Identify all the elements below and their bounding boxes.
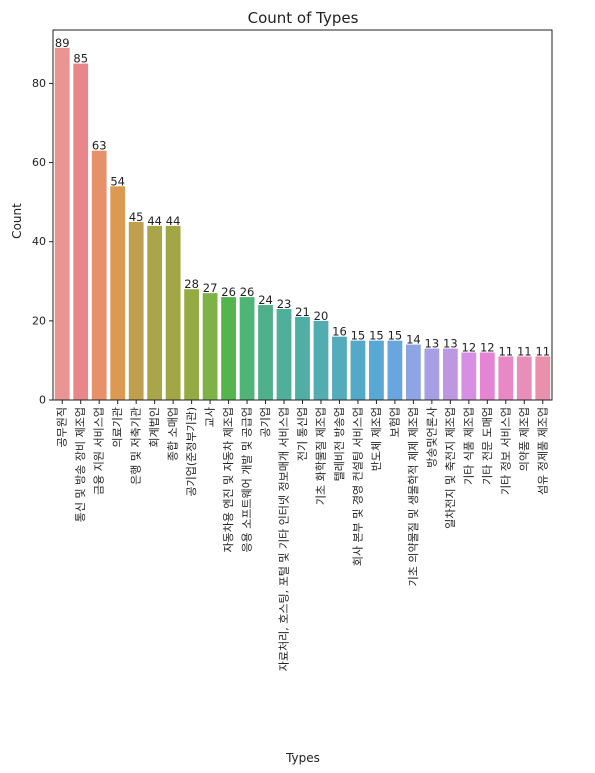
bar [73, 63, 89, 401]
x-tick-label: 기초 화학물질 제조업 [314, 407, 327, 505]
bar-value-label: 20 [314, 309, 329, 323]
bar [165, 225, 181, 400]
bar [147, 225, 163, 400]
bar [369, 340, 384, 400]
x-tick-label: 은행 및 저축기관 [130, 407, 143, 485]
bar-value-label: 11 [498, 344, 513, 358]
bar-value-label: 24 [258, 293, 273, 307]
bar [202, 293, 218, 400]
y-tick-label: 20 [32, 314, 46, 327]
bar [313, 320, 329, 400]
x-tick-label: 섬유 정제품 제조업 [536, 407, 549, 495]
x-tick-label: 일차전지 및 축전지 제조업 [443, 407, 457, 529]
x-tick-label: 응용 소프트웨어 개발 및 공급업 [241, 407, 254, 553]
bar [239, 297, 255, 400]
x-tick-label: 기타 정보 서비스업 [499, 407, 512, 495]
bar-value-label: 44 [147, 214, 162, 228]
plot-frame [52, 29, 553, 401]
bar [221, 297, 236, 400]
bar [184, 289, 200, 400]
bar-value-label: 26 [221, 285, 236, 299]
x-tick-label: 공기업(준정부기관) [185, 407, 198, 497]
bar-value-label: 15 [369, 329, 384, 343]
bar-value-label: 15 [351, 329, 366, 343]
x-tick-label: 금융 지원 서비스업 [93, 407, 106, 495]
y-axis-ticks: 0 20 40 60 80 [32, 77, 53, 407]
x-tick-label: 자동차용 엔진 및 자동차 제조업 [222, 407, 235, 553]
x-tick-label: 의료기관 [111, 407, 124, 447]
x-tick-label: 보험업 [388, 407, 401, 437]
bar-value-label: 13 [425, 337, 440, 351]
bar-value-label: 63 [92, 139, 107, 153]
chart-title: Count of Types [248, 9, 359, 27]
x-tick-label: 종합 소매업 [167, 407, 180, 461]
bar-value-label: 85 [73, 52, 88, 66]
bar-value-label: 45 [129, 210, 144, 224]
bar [54, 47, 70, 400]
bar [91, 150, 107, 400]
bar-value-label: 21 [295, 305, 310, 319]
bar [516, 356, 532, 400]
x-tick-label: 전기 통신업 [296, 407, 309, 461]
y-tick-label: 80 [32, 77, 46, 90]
bar [276, 308, 292, 400]
bar [128, 221, 144, 400]
x-tick-label: 회계법인 [148, 407, 161, 447]
bar [350, 340, 366, 400]
y-tick-label: 60 [32, 156, 46, 169]
bar [535, 356, 551, 400]
bar [258, 305, 273, 400]
bar-value-label: 16 [332, 325, 347, 339]
bar-value-label: 26 [240, 285, 255, 299]
x-axis-ticks: 공무원직 통신 및 방송 장비 제조업 금융 지원 서비스업 의료기관 은행 및 저축기… [56, 400, 549, 671]
bar [479, 352, 495, 400]
x-tick-label: 공무원직 [56, 407, 69, 447]
bar-value-label: 54 [110, 174, 125, 188]
x-tick-label: 텔레비전 방송업 [333, 407, 346, 481]
x-tick-label: 교사 [204, 407, 217, 427]
x-tick-label: 기타 전문 도매업 [481, 407, 494, 485]
bar [110, 186, 126, 400]
bar-value-label: 14 [406, 333, 421, 347]
x-tick-label: 방송및언론사 [425, 407, 438, 468]
bar-value-label: 89 [55, 36, 70, 50]
x-tick-label: 공기업 [259, 407, 272, 437]
bar-value-label: 11 [535, 344, 550, 358]
bar [332, 336, 347, 400]
x-tick-label: 의약품 제조업 [517, 407, 531, 471]
bar-value-label: 28 [184, 277, 199, 291]
y-tick-label: 0 [39, 394, 46, 407]
x-tick-label: 반도체 제조업 [370, 407, 383, 471]
bar [387, 340, 403, 400]
bar [461, 352, 477, 400]
x-tick-label: 회사 본부 및 경영 컨설팅 서비스업 [351, 407, 364, 566]
bar [405, 344, 421, 400]
bar [498, 356, 514, 400]
x-axis-label: Types [285, 751, 320, 765]
bar [442, 348, 458, 400]
bar-value-label: 15 [388, 329, 403, 343]
x-tick-label: 기타 식품 제조업 [462, 407, 475, 485]
x-tick-label: 통신 및 방송 장비 제조업 [74, 407, 87, 522]
x-tick-label: 기초 의약물질 및 생물학적 제제 제조업 [406, 407, 420, 586]
bar-value-label: 44 [166, 214, 181, 228]
y-tick-label: 40 [32, 235, 46, 248]
bars-group [54, 47, 551, 401]
bar-value-label: 12 [462, 341, 477, 355]
bar-value-label: 12 [480, 341, 495, 355]
bar-value-label: 11 [517, 344, 532, 358]
bar [424, 348, 440, 400]
y-axis-label: Count [10, 203, 24, 239]
bar-value-label: 23 [277, 297, 292, 311]
x-tick-label: 자료처리, 호스팅, 포털 및 기타 인터넷 정보매개 서비스업 [278, 407, 291, 671]
bar [295, 316, 310, 400]
bar-value-label: 27 [203, 281, 218, 295]
bar-value-label: 13 [443, 337, 458, 351]
